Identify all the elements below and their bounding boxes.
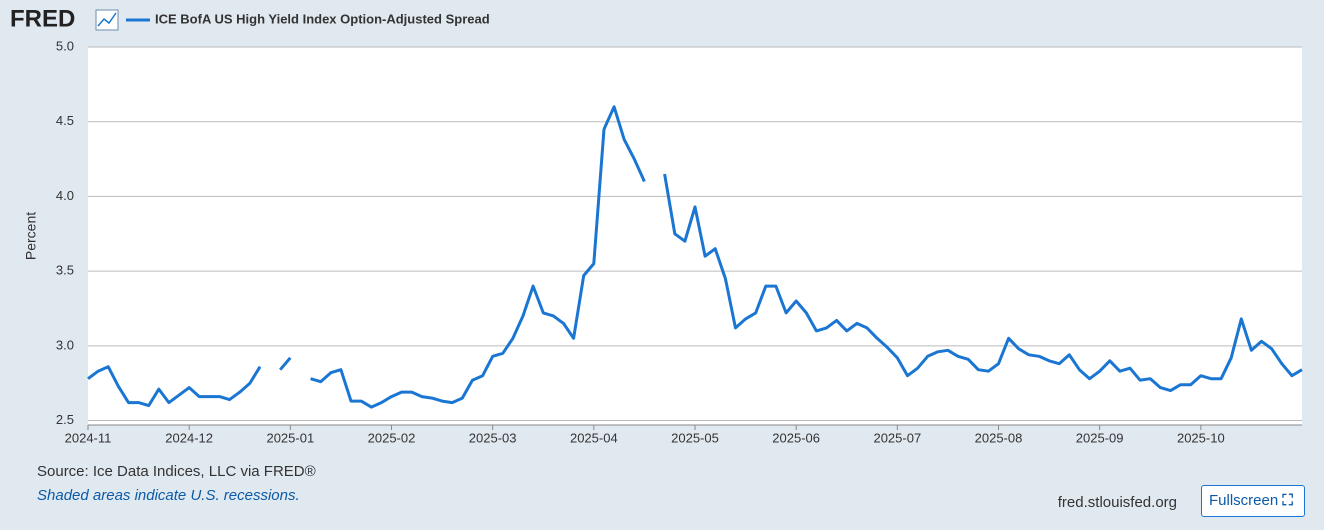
logo-icon	[95, 9, 119, 31]
x-tick-label: 2025-01	[266, 430, 314, 445]
y-tick-label: 5.0	[56, 38, 74, 53]
x-tick-label: 2024-12	[165, 430, 213, 445]
y-tick-label: 4.5	[56, 113, 74, 128]
line-series	[87, 105, 1303, 409]
y-axis-label: Percent	[23, 212, 39, 260]
note: Shaded areas indicate U.S. recessions.	[37, 487, 300, 504]
x-tick-label: 2025-04	[570, 430, 618, 445]
x-tick-label: 2025-02	[368, 430, 416, 445]
fullscreen-button[interactable]: Fullscreen ⛶	[1201, 485, 1305, 517]
y-tick-label: 2.5	[56, 412, 74, 427]
logo: FRED	[10, 5, 75, 32]
y-tick-label: 3.0	[56, 337, 74, 352]
x-tick-label: 2024-11	[65, 430, 112, 445]
y-tick-label: 4.0	[56, 188, 74, 203]
fullscreen-icon: ⛶	[1282, 492, 1293, 509]
site: fred.stlouisfed.org	[1058, 494, 1177, 511]
x-tick-label: 2025-06	[772, 430, 820, 445]
source: Source: Ice Data Indices, LLC via FRED®	[37, 463, 316, 480]
x-tick-label: 2025-03	[469, 430, 517, 445]
legend-label: ICE BofA US High Yield Index Option-Adju…	[155, 11, 490, 26]
y-tick-label: 3.5	[56, 263, 74, 278]
x-tick-label: 2025-09	[1076, 430, 1124, 445]
plot-area	[88, 47, 1302, 425]
x-tick-label: 2025-08	[975, 430, 1023, 445]
x-tick-label: 2025-05	[671, 430, 719, 445]
button-label: Fullscreen	[1209, 492, 1279, 509]
x-tick-label: 2025-10	[1177, 430, 1225, 445]
x-tick-label: 2025-07	[873, 430, 921, 445]
